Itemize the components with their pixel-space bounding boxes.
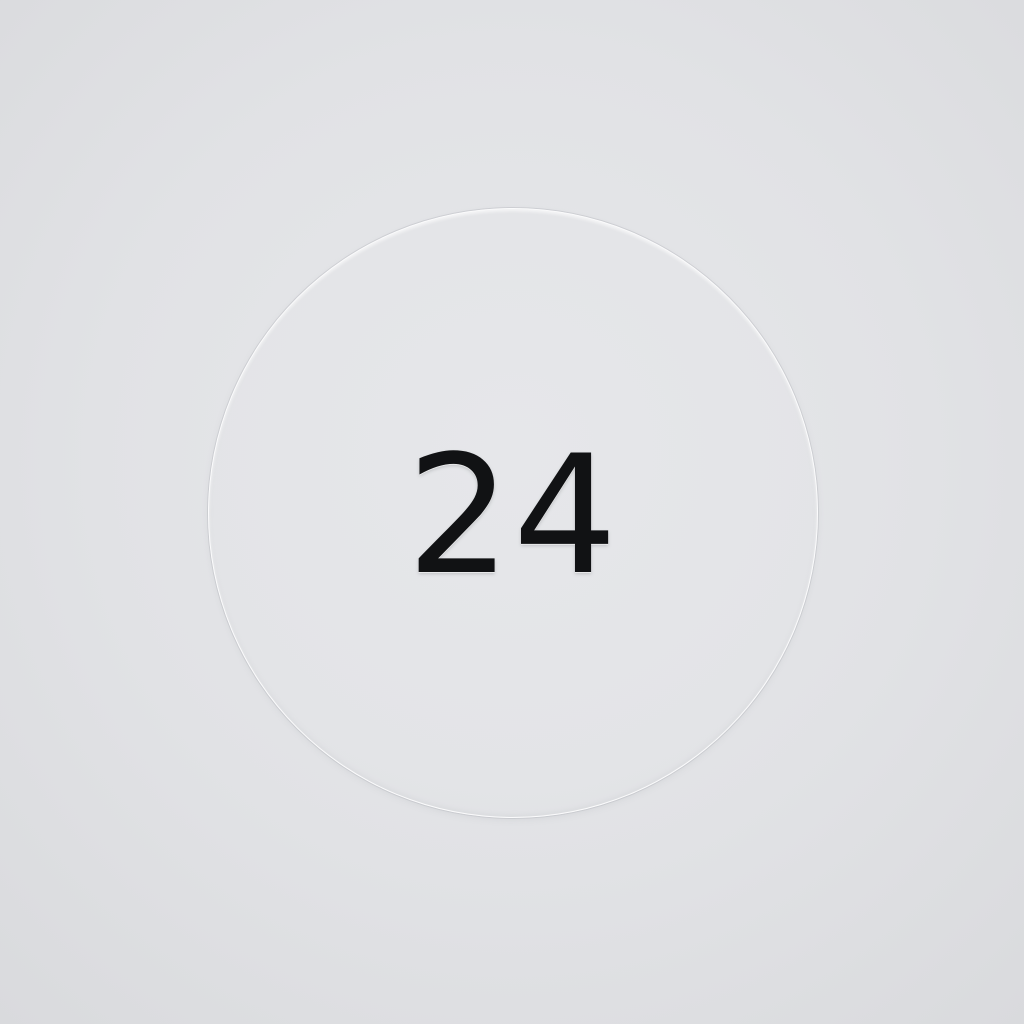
badge-count-value: 24 [406, 420, 620, 611]
count-badge[interactable]: 24 [208, 208, 818, 818]
